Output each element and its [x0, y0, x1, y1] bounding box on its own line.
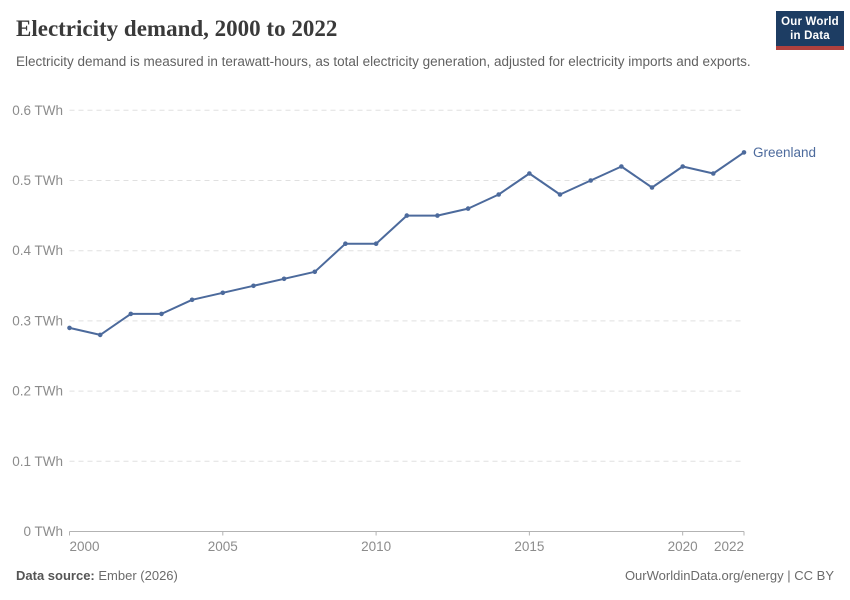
- data-point-marker: [741, 150, 747, 155]
- y-axis-label: 0.1 TWh: [12, 454, 63, 469]
- y-axis-label: 0.5 TWh: [12, 173, 63, 188]
- chart-footer: Data source: Ember (2026) OurWorldinData…: [16, 568, 834, 588]
- data-point-marker: [159, 311, 164, 317]
- data-point-marker: [128, 311, 134, 317]
- y-axis-label: 0 TWh: [23, 524, 63, 539]
- series-label: Greenland: [753, 145, 816, 160]
- data-point-marker: [281, 276, 287, 282]
- x-axis-label: 2020: [668, 539, 698, 554]
- data-point-marker: [435, 213, 440, 218]
- data-point-marker: [680, 164, 685, 169]
- data-point-marker: [588, 178, 593, 183]
- page-title: Electricity demand, 2000 to 2022: [16, 16, 338, 41]
- data-point-marker: [619, 164, 624, 169]
- x-axis-label: 2010: [361, 539, 391, 554]
- owid-logo: Our World in Data: [776, 11, 844, 50]
- y-axis-label: 0.2 TWh: [12, 384, 63, 399]
- data-source-value: Ember (2026): [98, 568, 178, 583]
- data-point-marker: [97, 332, 103, 338]
- data-point-marker: [251, 283, 256, 289]
- attribution: OurWorldinData.org/energy | CC BY: [624, 568, 834, 583]
- series-line: [69, 151, 745, 336]
- data-point-marker: [312, 269, 318, 275]
- data-point-marker: [557, 192, 563, 197]
- data-point-marker: [496, 192, 502, 197]
- owid-logo-line2: in Data: [790, 29, 830, 42]
- y-axis-label: 0.3 TWh: [12, 313, 63, 328]
- page-subtitle: Electricity demand is measured in terawa…: [16, 54, 751, 69]
- y-axis-label: 0.4 TWh: [12, 243, 63, 258]
- x-axis-label: 2005: [208, 539, 238, 554]
- data-point-marker: [465, 206, 471, 211]
- data-source: Data source: Ember (2026): [16, 568, 178, 583]
- data-source-label: Data source:: [16, 568, 95, 583]
- data-point-marker: [189, 297, 195, 303]
- data-point-marker: [67, 325, 72, 331]
- data-point-marker: [343, 241, 348, 246]
- owid-logo-line1: Our World: [781, 15, 839, 28]
- x-axis-label: 2015: [514, 539, 544, 554]
- x-axis-label: 2022: [714, 539, 744, 554]
- data-point-marker: [220, 290, 226, 296]
- y-axis-label: 0.6 TWh: [12, 103, 63, 118]
- data-point-marker: [527, 171, 532, 176]
- data-point-marker: [649, 185, 655, 190]
- data-point-marker: [711, 171, 716, 176]
- x-axis-label: 2000: [70, 539, 100, 554]
- data-point-marker: [404, 213, 410, 218]
- data-point-marker: [373, 241, 379, 246]
